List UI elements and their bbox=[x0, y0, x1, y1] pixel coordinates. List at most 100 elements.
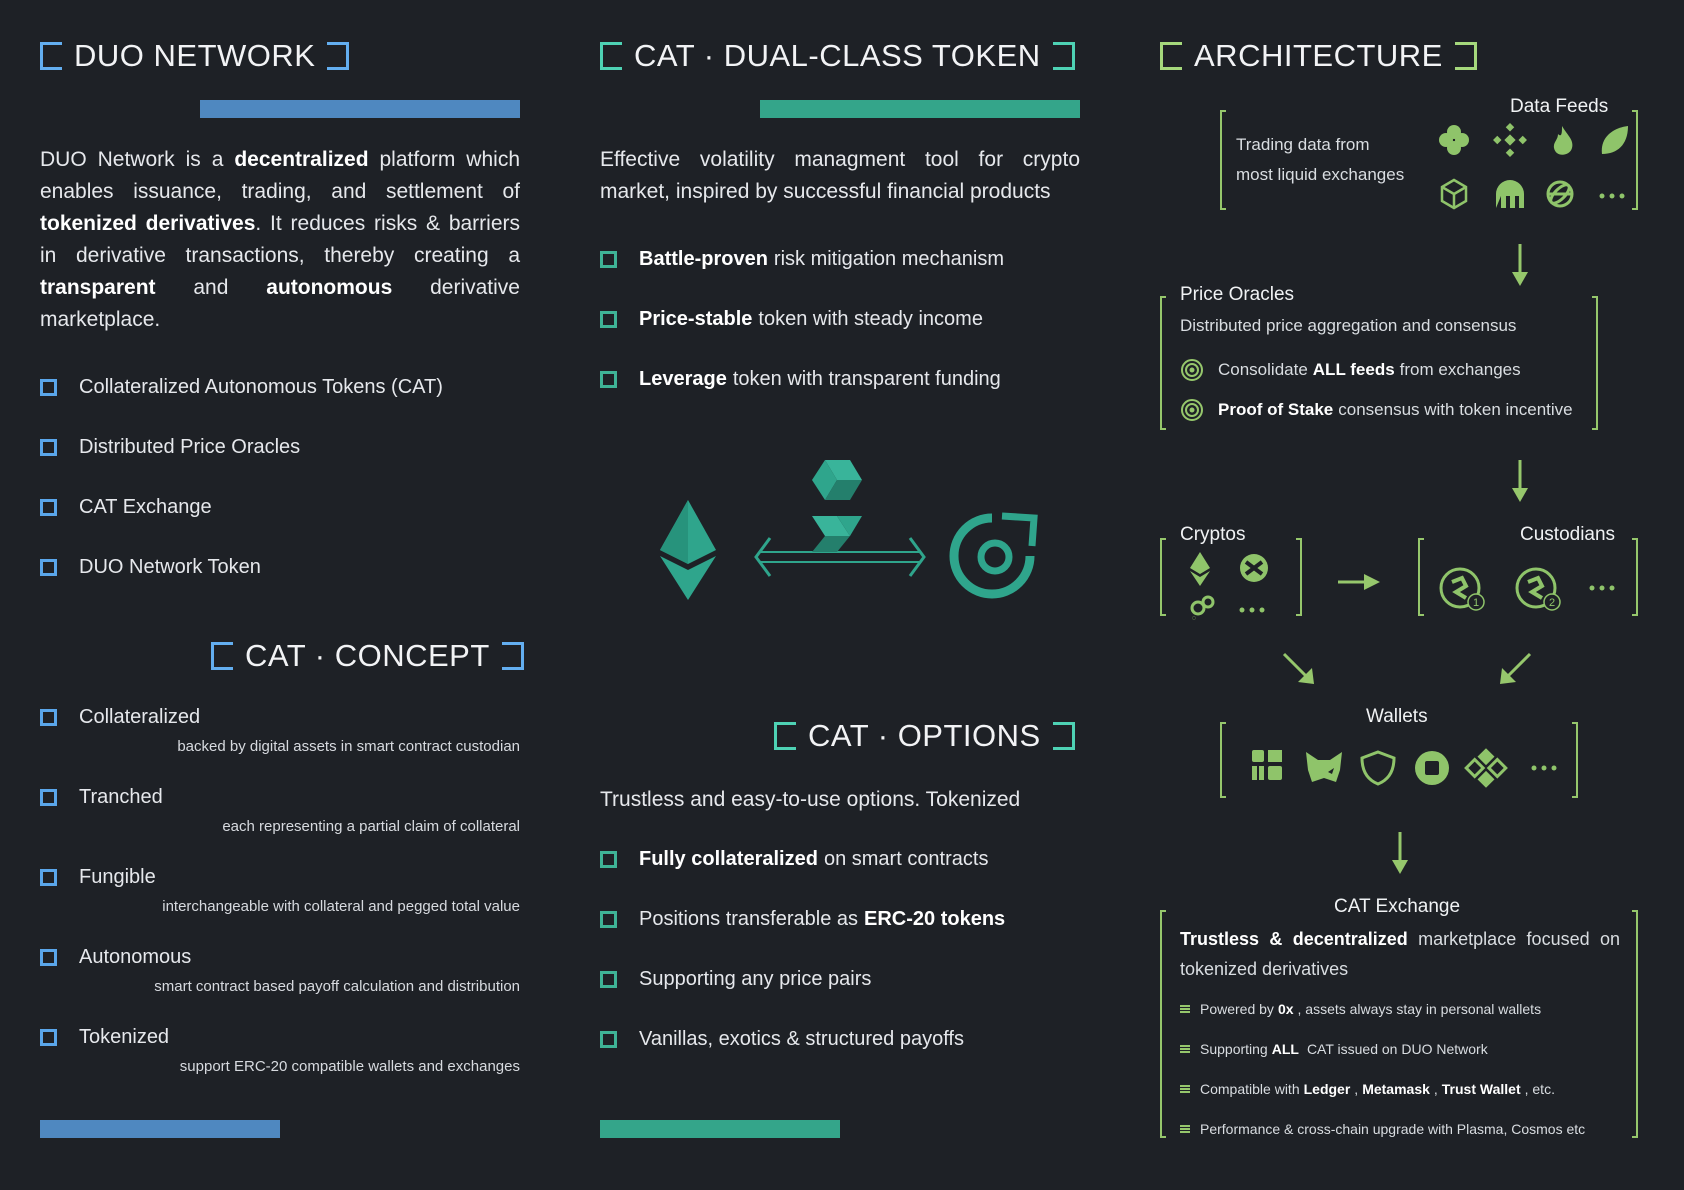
duo-desc-segment: platform which enables issuance, trading… bbox=[40, 148, 520, 203]
kraken-icon bbox=[1496, 180, 1524, 208]
duo-feature-label: Distributed Price Oracles bbox=[79, 436, 301, 458]
concept-item: Collateralized bbox=[40, 706, 200, 729]
wallets-bracket-right bbox=[1572, 722, 1578, 798]
exchange-desc-rest: marketplace focused on tokenized derivat… bbox=[1180, 929, 1620, 979]
duo-desc-segment: and bbox=[155, 276, 267, 299]
wallet-icons bbox=[1252, 748, 1557, 788]
dual-item-bold: Price-stable bbox=[639, 308, 753, 330]
options-item-rest: on smart contracts bbox=[823, 848, 989, 870]
price-oracles-title: Price Oracles bbox=[1180, 284, 1295, 305]
duo-desc-segment: autonomous bbox=[266, 276, 393, 299]
checkbox-icon bbox=[40, 1029, 57, 1046]
checkbox-icon bbox=[40, 559, 57, 576]
wallets-title: Wallets bbox=[1366, 706, 1428, 727]
custodian-2-icon: 2 bbox=[1515, 567, 1561, 611]
globe-icon bbox=[1546, 180, 1574, 208]
cat-concept-title: CAT · CONCEPT bbox=[245, 638, 490, 673]
concept-item: Fungible bbox=[40, 866, 156, 889]
architecture-title: ARCHITECTURE bbox=[1194, 38, 1443, 73]
crypto-icons bbox=[1190, 552, 1268, 620]
options-item: Vanillas, exotics & structured payoffs bbox=[600, 1028, 970, 1051]
duo-feature-item: Collateralized Autonomous Tokens (CAT) bbox=[40, 376, 443, 399]
duo-desc-segment: DUO Network is a bbox=[40, 148, 235, 171]
concept-sub: backed by digital assets in smart contra… bbox=[177, 738, 520, 755]
exchange-item-segment: Compatible with bbox=[1200, 1081, 1300, 1097]
concept-label: Fungible bbox=[79, 866, 156, 888]
exchange-item-segment: ALL bbox=[1271, 1041, 1299, 1057]
exchange-item-segment: , bbox=[1433, 1081, 1438, 1097]
duo-feature-label: DUO Network Token bbox=[79, 556, 261, 578]
oracle-item-rest: from exchanges bbox=[1399, 360, 1521, 379]
bullet-icon bbox=[1180, 1125, 1190, 1133]
exchange-bracket-left bbox=[1160, 910, 1166, 1138]
checkbox-icon bbox=[40, 499, 57, 516]
concept-sub: interchangeable with collateral and pegg… bbox=[162, 898, 520, 915]
exchange-item-segment: 0x bbox=[1277, 1001, 1294, 1017]
feeds-text-1: Trading data from bbox=[1236, 135, 1370, 154]
cryptos-title: Cryptos bbox=[1180, 524, 1246, 545]
bullet-icon bbox=[1180, 1085, 1190, 1093]
dual-intro: Effective volatility managment tool for … bbox=[600, 148, 1080, 203]
arrow-diag-left-icon bbox=[1500, 652, 1532, 684]
checkbox-icon bbox=[40, 439, 57, 456]
duo-desc-segment: tokenized derivatives bbox=[40, 212, 256, 235]
duo-desc-segment: transparent bbox=[40, 276, 156, 299]
feeds-bracket-left bbox=[1220, 110, 1226, 210]
concept-item: Tokenized bbox=[40, 1026, 169, 1049]
dual-item: Battle-proven risk mitigation mechanism bbox=[600, 248, 1004, 271]
price-oracles-sub: Distributed price aggregation and consen… bbox=[1180, 316, 1517, 335]
checkbox-icon bbox=[600, 251, 617, 268]
oracle-item: Proof of Stake consensus with token incen… bbox=[1180, 398, 1573, 422]
oracles-bracket-right bbox=[1592, 296, 1598, 430]
exchange-item-segment: Powered by bbox=[1200, 1001, 1274, 1017]
duo-feature-label: Collateralized Autonomous Tokens (CAT) bbox=[79, 376, 443, 398]
oracle-item-rest: consensus with token incentive bbox=[1338, 400, 1573, 419]
exchange-icons bbox=[1439, 123, 1628, 210]
duo-network-header: DUO NETWORK bbox=[40, 36, 350, 76]
more-icon bbox=[1589, 585, 1615, 591]
exchange-item: Compatible with Ledger, Metamask, Trust Wal… bbox=[1180, 1081, 1555, 1097]
arrow-down-icon bbox=[1512, 460, 1528, 502]
exchange-item-segment: , assets always stay in personal wallets bbox=[1297, 1001, 1542, 1017]
solidity-icon bbox=[812, 460, 862, 552]
exchange-item: Supporting ALL CAT issued on DUO Network bbox=[1180, 1041, 1488, 1057]
oracle-item-pre: Consolidate bbox=[1218, 360, 1308, 379]
concept-sub: support ERC-20 compatible wallets and ex… bbox=[179, 1058, 520, 1075]
cryptos-bracket-right bbox=[1296, 538, 1302, 616]
target-icon bbox=[1181, 399, 1203, 421]
exchange-item-segment: Trust Wallet bbox=[1441, 1081, 1521, 1097]
concept-item: Autonomous bbox=[40, 946, 191, 969]
custodians-bracket-right bbox=[1632, 538, 1638, 616]
binance-icon bbox=[1493, 123, 1527, 157]
trust-wallet-icon bbox=[1360, 750, 1396, 786]
options-item-bold: Fully collateralized bbox=[639, 848, 818, 870]
exchange-item-segment: Performance & cross-chain upgrade with P… bbox=[1200, 1121, 1586, 1137]
duo-network-title: DUO NETWORK bbox=[74, 38, 316, 73]
custodian-badge-1: 1 bbox=[1473, 597, 1479, 609]
checkbox-icon bbox=[600, 311, 617, 328]
cat-concept-header: CAT · CONCEPT bbox=[211, 636, 524, 676]
checkbox-icon bbox=[600, 911, 617, 928]
custodians-title: Custodians bbox=[1520, 524, 1616, 545]
concept-item: Tranched bbox=[40, 786, 163, 809]
arrow-down-icon bbox=[1512, 244, 1528, 286]
more-icon bbox=[1531, 765, 1557, 771]
cat-options-title: CAT · OPTIONS bbox=[808, 718, 1041, 753]
custodian-1-icon: 1 bbox=[1439, 567, 1485, 611]
duo-feature-label: CAT Exchange bbox=[79, 496, 212, 518]
cube-icon bbox=[1440, 178, 1468, 210]
concept-sub: smart contract based payoff calculation … bbox=[154, 978, 520, 995]
options-item-pre: Positions transferable as bbox=[639, 908, 859, 930]
checkbox-icon bbox=[40, 709, 57, 726]
arrow-right-icon bbox=[1338, 574, 1380, 590]
oracle-item-bold: Proof of Stake bbox=[1218, 400, 1334, 419]
dual-class-title: CAT · DUAL-CLASS TOKEN bbox=[634, 38, 1041, 73]
exchange-item-segment: Ledger bbox=[1303, 1081, 1351, 1097]
feeds-bracket-right bbox=[1632, 110, 1638, 210]
cat-options-header: CAT · OPTIONS bbox=[774, 716, 1075, 756]
checkbox-icon bbox=[40, 869, 57, 886]
arrow-down-icon bbox=[1392, 832, 1408, 874]
dual-item-rest: token with transparent funding bbox=[732, 368, 1001, 390]
dual-item-bold: Battle-proven bbox=[639, 248, 768, 270]
bullet-icon bbox=[1180, 1045, 1190, 1053]
